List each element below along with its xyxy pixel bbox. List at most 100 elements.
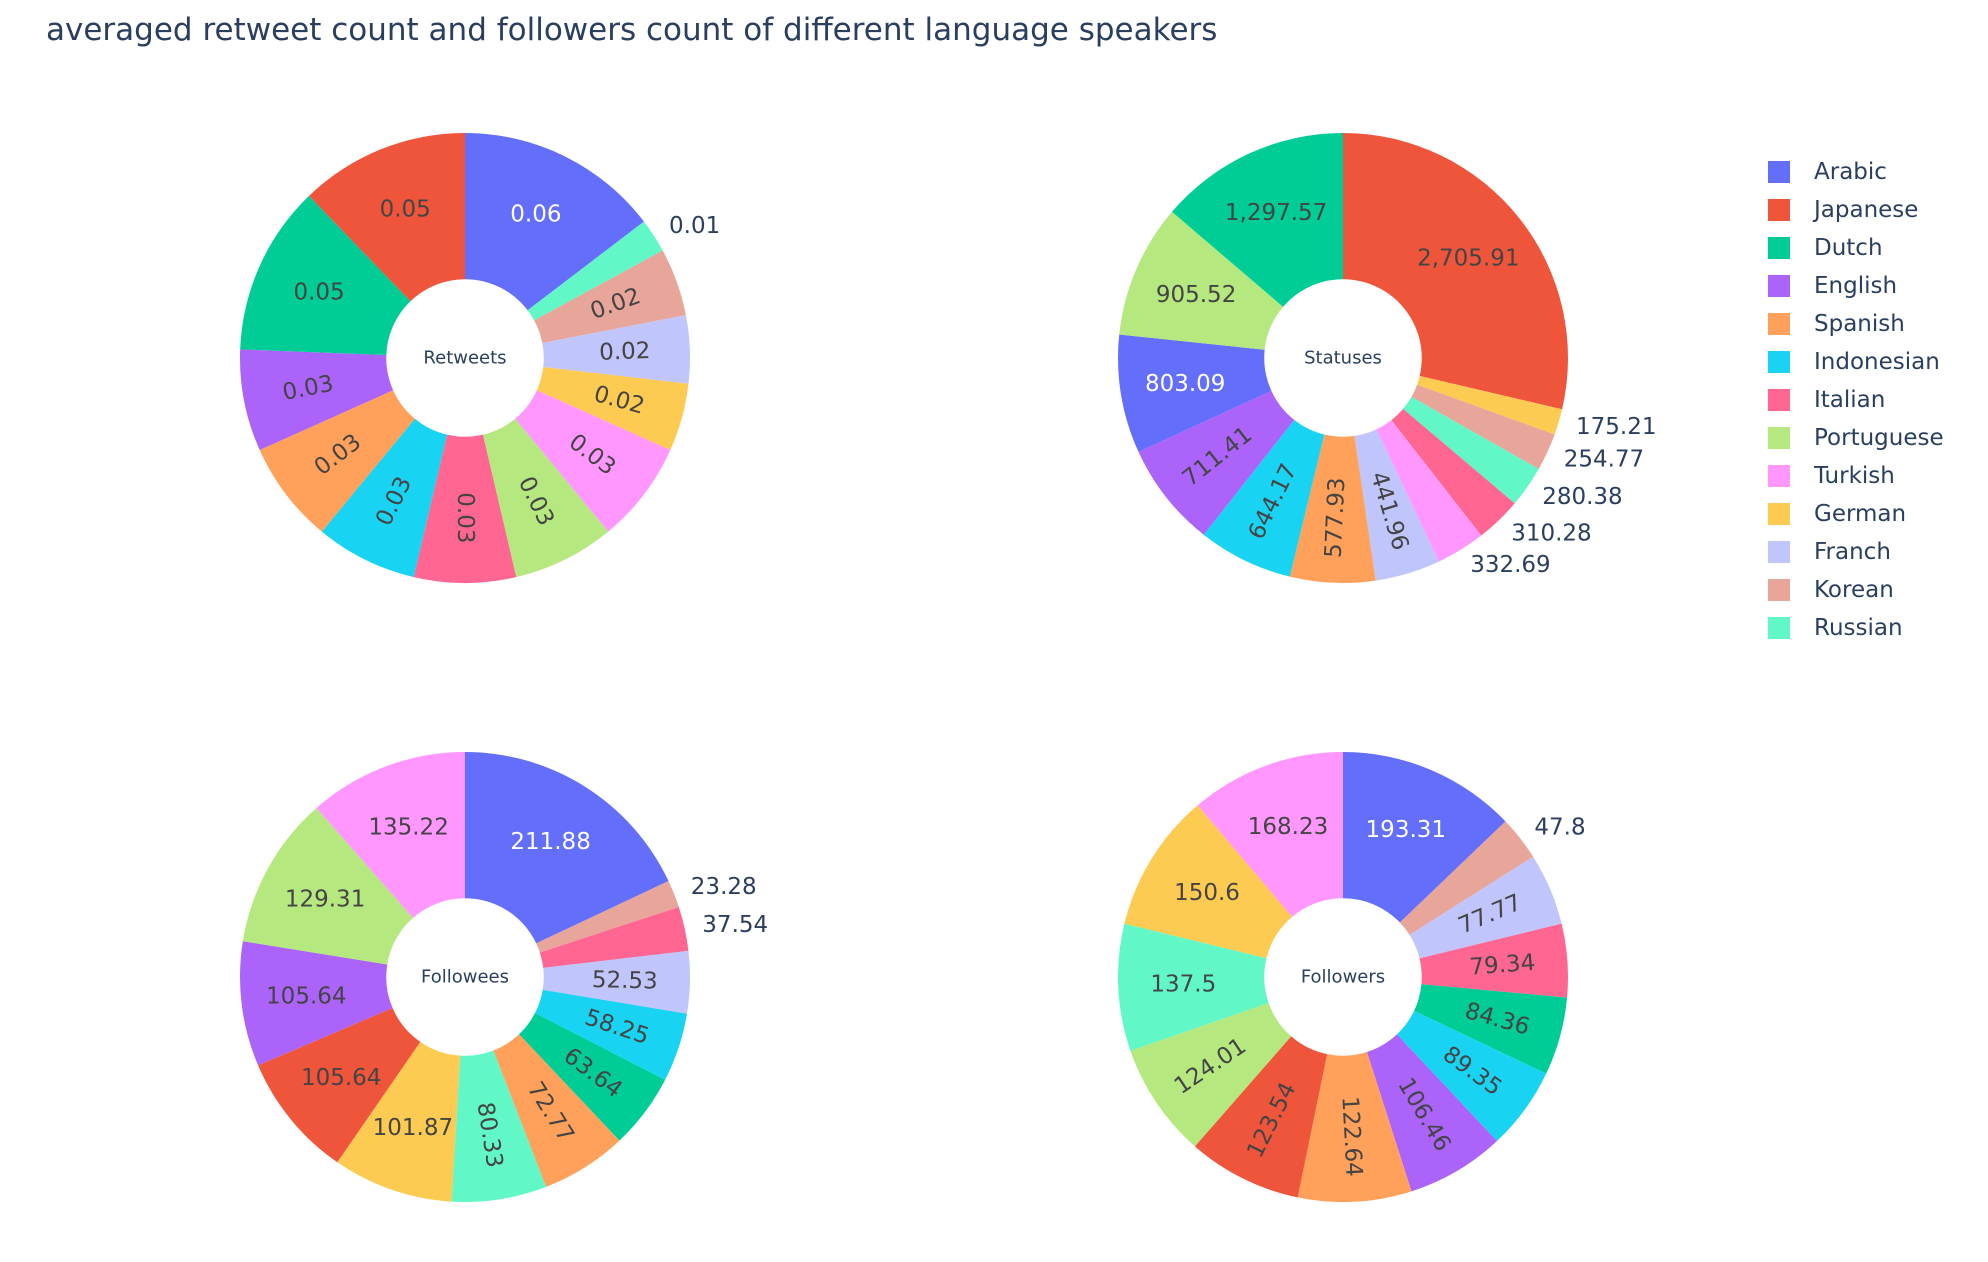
slice-statuses-turkish[interactable] (1376, 420, 1482, 562)
slice-followees-korean[interactable] (536, 881, 679, 953)
slice-followers-turkish[interactable] (1197, 752, 1343, 917)
slice-followees-russian[interactable] (451, 1050, 547, 1202)
legend-swatch (1768, 199, 1790, 221)
value-label-followers-turkish: 168.23 (1248, 814, 1328, 840)
slice-followees-portuguese[interactable] (242, 808, 413, 965)
value-label-followees-italian: 37.54 (702, 912, 768, 938)
legend-item-franch[interactable]: Franch (1768, 539, 1891, 565)
slice-followees-arabic[interactable] (465, 752, 669, 944)
pie-followees: 211.8823.2837.5452.5358.2563.6472.7780.3… (240, 752, 768, 1202)
slice-followers-japanese[interactable] (1194, 1036, 1328, 1198)
legend-item-german[interactable]: German (1768, 501, 1906, 527)
slice-retweets-russian[interactable] (527, 221, 663, 321)
value-label-statuses-turkish: 332.69 (1470, 552, 1550, 578)
pies-group: 0.06 0.010.020.020.020.030.030.030.030.03… (240, 133, 1656, 1203)
value-label-retweets-arabic: 0.06 (510, 202, 561, 228)
slice-followers-dutch[interactable] (1414, 984, 1568, 1074)
legend-item-spanish[interactable]: Spanish (1768, 311, 1905, 337)
slice-followers-russian[interactable] (1118, 923, 1269, 1051)
slice-followees-italian[interactable] (539, 906, 689, 968)
slice-statuses-german[interactable] (1417, 375, 1563, 435)
value-label-followers-arabic: 193.31 (1366, 817, 1446, 843)
slice-retweets-japanese[interactable] (308, 133, 465, 302)
slice-followees-japanese[interactable] (258, 1007, 421, 1163)
slice-followers-english[interactable] (1366, 1034, 1497, 1192)
slice-followers-italian[interactable] (1419, 923, 1569, 998)
slice-followees-indonesian[interactable] (535, 989, 687, 1080)
slice-retweets-franch[interactable] (542, 315, 690, 384)
slice-retweets-italian[interactable] (413, 434, 517, 584)
legend-swatch (1768, 313, 1790, 335)
legend-swatch (1768, 237, 1790, 259)
legend-item-portuguese[interactable]: Portuguese (1768, 425, 1944, 451)
value-label-retweets-italian: 0.03 (452, 492, 478, 543)
value-label-followers-italian: 79.34 (1469, 950, 1537, 981)
slice-retweets-dutch[interactable] (240, 195, 411, 355)
legend[interactable]: Arabic Japanese Dutch English Spanish Indones… (1768, 159, 1944, 641)
slice-retweets-indonesian[interactable] (321, 418, 448, 578)
slice-statuses-italian[interactable] (1391, 408, 1515, 536)
slice-followers-spanish[interactable] (1297, 1052, 1412, 1203)
legend-item-english[interactable]: English (1768, 273, 1897, 299)
value-label-followers-russian: 137.5 (1150, 972, 1216, 998)
slice-retweets-korean[interactable] (534, 250, 686, 344)
slice-statuses-arabic[interactable] (1118, 334, 1272, 452)
slice-retweets-german[interactable] (536, 367, 689, 451)
slice-followers-portuguese[interactable] (1130, 1002, 1292, 1147)
slice-statuses-japanese[interactable] (1343, 133, 1569, 410)
legend-swatch (1768, 617, 1790, 639)
legend-swatch (1768, 579, 1790, 601)
slice-followees-dutch[interactable] (519, 1012, 666, 1141)
value-label-statuses-arabic: 803.09 (1145, 371, 1225, 397)
slice-followers-franch[interactable] (1409, 856, 1562, 959)
slice-retweets-spanish[interactable] (259, 390, 415, 532)
legend-swatch (1768, 465, 1790, 487)
slice-statuses-russian[interactable] (1403, 396, 1539, 504)
legend-item-indonesian[interactable]: Indonesian (1768, 349, 1940, 375)
legend-swatch (1768, 389, 1790, 411)
slice-retweets-arabic[interactable] (465, 133, 644, 311)
slice-statuses-indonesian[interactable] (1203, 419, 1325, 577)
legend-label: Dutch (1814, 235, 1883, 261)
slice-followers-korean[interactable] (1399, 821, 1534, 935)
chart-title: averaged retweet count and followers cou… (46, 12, 1218, 48)
value-label-followees-turkish: 135.22 (368, 814, 448, 840)
value-label-retweets-japanese: 0.05 (380, 197, 431, 223)
slice-followees-spanish[interactable] (493, 1034, 620, 1187)
slice-followees-english[interactable] (240, 941, 393, 1066)
value-label-followees-german: 101.87 (373, 1115, 453, 1141)
slice-statuses-english[interactable] (1138, 390, 1295, 535)
legend-item-turkish[interactable]: Turkish (1768, 463, 1895, 489)
center-label-followees: Followees (421, 967, 509, 988)
legend-item-korean[interactable]: Korean (1768, 577, 1894, 603)
legend-item-dutch[interactable]: Dutch (1768, 235, 1883, 261)
legend-item-italian[interactable]: Italian (1768, 387, 1885, 413)
slice-followers-arabic[interactable] (1343, 752, 1506, 923)
slice-followees-franch[interactable] (542, 950, 690, 1014)
slice-statuses-portuguese[interactable] (1119, 211, 1284, 350)
value-label-statuses-russian: 280.38 (1542, 484, 1622, 510)
value-label-statuses-dutch: 1,297.57 (1225, 200, 1327, 226)
slice-statuses-franch[interactable] (1354, 429, 1439, 581)
legend-label: Arabic (1814, 159, 1887, 185)
pie-statuses: 2,705.91175.21254.77280.38310.28332.6944… (1118, 133, 1656, 583)
value-label-followees-portuguese: 129.31 (285, 887, 365, 913)
slice-statuses-korean[interactable] (1411, 384, 1555, 470)
slice-retweets-turkish[interactable] (515, 390, 671, 532)
slice-retweets-portuguese[interactable] (482, 418, 609, 578)
slice-followers-german[interactable] (1124, 805, 1293, 959)
slice-statuses-spanish[interactable] (1289, 434, 1376, 583)
center-label-statuses: Statuses (1304, 348, 1382, 369)
legend-swatch (1768, 161, 1790, 183)
legend-item-arabic[interactable]: Arabic (1768, 159, 1887, 185)
value-label-statuses-korean: 254.77 (1564, 447, 1644, 473)
slice-followees-german[interactable] (337, 1041, 461, 1202)
legend-item-russian[interactable]: Russian (1768, 615, 1903, 641)
slice-retweets-english[interactable] (240, 349, 394, 451)
slice-statuses-dutch[interactable] (1171, 133, 1343, 307)
slice-followees-turkish[interactable] (316, 752, 465, 918)
legend-item-japanese[interactable]: Japanese (1768, 197, 1918, 223)
value-label-followees-english: 105.64 (266, 984, 346, 1010)
slice-followers-indonesian[interactable] (1396, 1010, 1547, 1142)
